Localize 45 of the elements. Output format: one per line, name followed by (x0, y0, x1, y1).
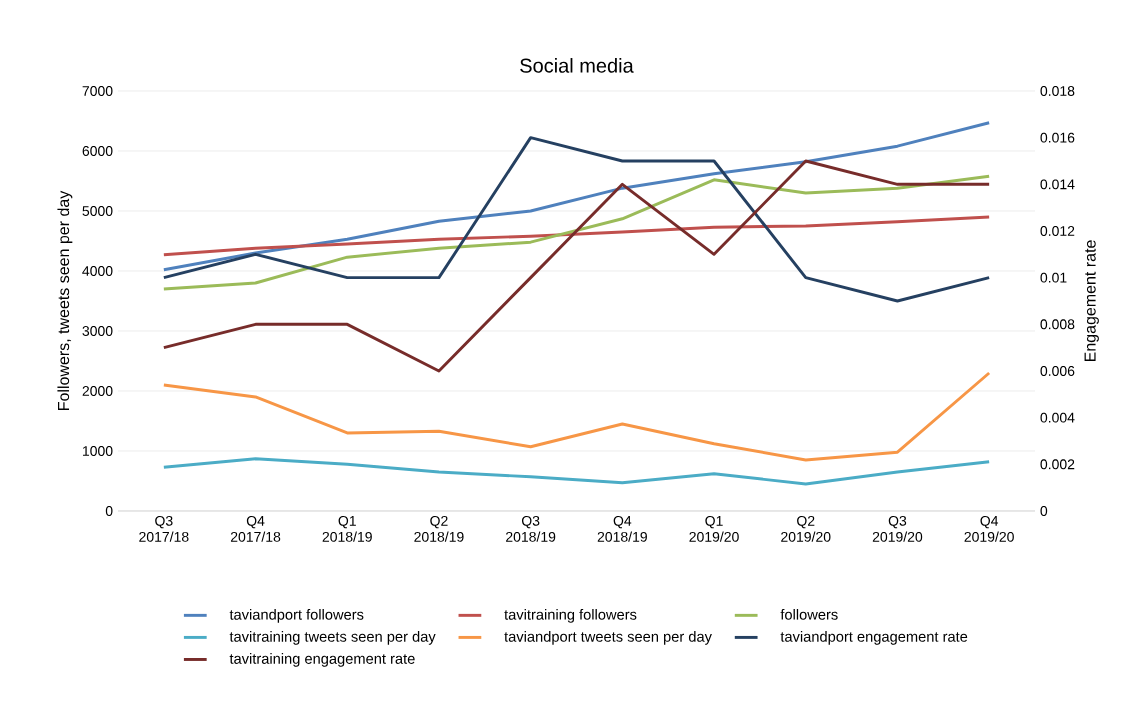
y2-tick-label: 0 (1040, 506, 1048, 516)
x-tick-label: Q1 2018/19 (322, 515, 372, 542)
line-series (162, 371, 991, 462)
y2-tick-label: 0.004 (1040, 412, 1075, 423)
y-tick-label: 1000 (82, 446, 113, 456)
x-tick-label: Q2 2019/20 (781, 515, 831, 542)
line-series (162, 215, 991, 257)
legend-label: taviandport tweets seen per day (504, 631, 712, 645)
y2-axis-title: Engagement rate (1084, 240, 1099, 362)
x-tick-label: Q4 2017/18 (230, 515, 281, 542)
y-tick-label: 4000 (82, 266, 113, 276)
y-tick-label: 0 (105, 506, 113, 516)
y-tick-label: 5000 (82, 206, 113, 216)
legend-label: tavitraining engagement rate (229, 653, 415, 667)
x-tick-label: Q2 2018/19 (414, 515, 464, 542)
y2-tick-label: 0.01 (1040, 272, 1067, 283)
y2-tick-label: 0.002 (1040, 459, 1075, 470)
legend-label: followers (780, 608, 838, 620)
x-tick-label: Q4 2018/19 (597, 515, 647, 542)
y-tick-label: 7000 (82, 86, 113, 96)
x-tick-label: Q3 2019/20 (872, 515, 923, 542)
line-series (162, 136, 991, 303)
y-axis-title: Followers, tweets seen per day (57, 190, 73, 410)
legend-label: taviandport followers (229, 608, 364, 623)
legend-label: tavitraining tweets seen per day (229, 631, 436, 645)
line-series (162, 457, 991, 486)
y2-tick-label: 0.016 (1040, 132, 1075, 143)
x-tick-label: Q4 2019/20 (964, 515, 1014, 542)
line-series (162, 121, 991, 272)
y2-tick-label: 0.018 (1040, 86, 1075, 96)
x-tick-label: Q3 2017/18 (139, 515, 189, 542)
line-series (162, 159, 991, 373)
line-series (162, 174, 991, 291)
y-tick-label: 6000 (82, 146, 113, 156)
x-tick-label: Q3 2018/19 (506, 515, 556, 542)
y-tick-label: 3000 (82, 326, 113, 336)
y2-tick-label: 0.014 (1040, 179, 1075, 190)
y2-tick-label: 0.012 (1040, 226, 1075, 236)
y-tick-label: 2000 (82, 386, 113, 396)
y2-tick-label: 0.006 (1040, 366, 1075, 376)
x-tick-label: Q1 2019/20 (689, 515, 739, 542)
legend-label: taviandport engagement rate (780, 631, 968, 645)
legend-label: tavitraining followers (504, 608, 637, 623)
y2-tick-label: 0.008 (1040, 319, 1075, 330)
chart-title: Social media (520, 58, 634, 73)
